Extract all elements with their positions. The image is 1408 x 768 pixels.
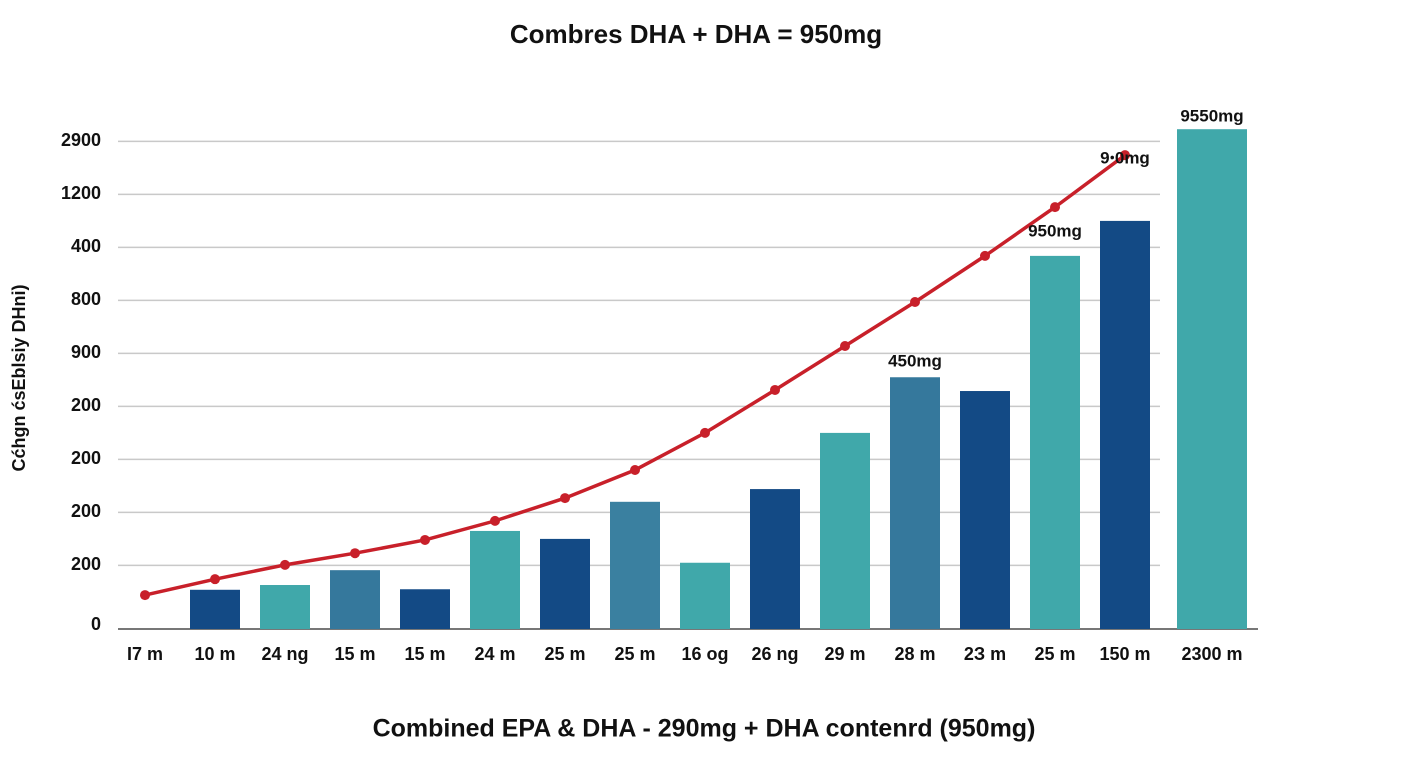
bar <box>680 562 730 629</box>
bar <box>890 377 940 629</box>
x-tick-label: 16 og <box>681 644 728 664</box>
x-axis-label: Combined EPA & DHA - 290mg + DHA contenr… <box>373 715 1036 743</box>
x-tick-label: 25 m <box>614 644 655 664</box>
annotation: 450mg <box>888 352 942 371</box>
line-point <box>1120 150 1130 161</box>
y-tick-label: 400 <box>71 236 101 256</box>
bar <box>330 570 380 629</box>
annotation: 9ꞏ0mg <box>1100 148 1150 167</box>
bar <box>610 501 660 629</box>
x-tick-label: 25 m <box>1034 644 1075 664</box>
line-point <box>350 548 360 559</box>
bar <box>190 589 240 629</box>
bar <box>960 391 1010 629</box>
line-point <box>490 515 500 526</box>
line-point <box>700 427 710 438</box>
bar <box>540 538 590 629</box>
line-point <box>980 250 990 261</box>
line-point <box>630 465 640 475</box>
bar <box>260 585 310 629</box>
bar <box>1030 255 1080 629</box>
bar <box>400 589 450 629</box>
x-tick-label: 150 m <box>1099 644 1150 664</box>
y-tick-label: 800 <box>71 289 101 309</box>
bar <box>820 432 870 629</box>
bar <box>1100 220 1150 629</box>
y-tick-label: 200 <box>71 554 101 574</box>
annotation: 9550mg <box>1180 107 1243 126</box>
line-point <box>840 340 850 351</box>
x-tick-label: 29 m <box>824 644 865 664</box>
bar <box>1177 129 1247 629</box>
line-point <box>210 574 220 585</box>
line-point <box>770 384 780 395</box>
x-tick-label: 15 m <box>334 644 375 664</box>
line-point <box>910 296 920 307</box>
y-axis-label: Cćhgn ćsEblsiy DHni) <box>9 284 29 471</box>
y-tick-label: 1200 <box>61 183 101 203</box>
y-tick-label: 200 <box>71 448 101 468</box>
x-tick-label: 2300 m <box>1181 644 1242 664</box>
line-point <box>560 493 570 504</box>
annotation: 950mg <box>1028 221 1082 240</box>
x-tick-label: 24 ng <box>261 644 308 664</box>
chart-title: Combres DHA + DHA = 950mg <box>510 19 882 49</box>
y-tick-label: 200 <box>71 395 101 415</box>
bar <box>470 530 520 629</box>
x-tick-label: 28 m <box>894 644 935 664</box>
line-point <box>140 590 150 601</box>
bar <box>750 489 800 629</box>
y-tick-label: 0 <box>91 614 101 634</box>
x-tick-label: 2З m <box>964 644 1006 664</box>
y-tick-label: 900 <box>71 342 101 362</box>
line-point <box>1050 202 1060 213</box>
line-point <box>280 559 290 570</box>
line-point <box>420 534 430 545</box>
x-tick-label: 26 ng <box>751 644 798 664</box>
x-tick-label: 10 m <box>194 644 235 664</box>
x-tick-label: 15 m <box>404 644 445 664</box>
x-tick-label: 24 m <box>474 644 515 664</box>
x-tick-label: I7 m <box>127 644 163 664</box>
y-tick-label: 2900 <box>61 130 101 150</box>
y-tick-label: 200 <box>71 501 101 521</box>
x-tick-label: 25 m <box>544 644 585 664</box>
